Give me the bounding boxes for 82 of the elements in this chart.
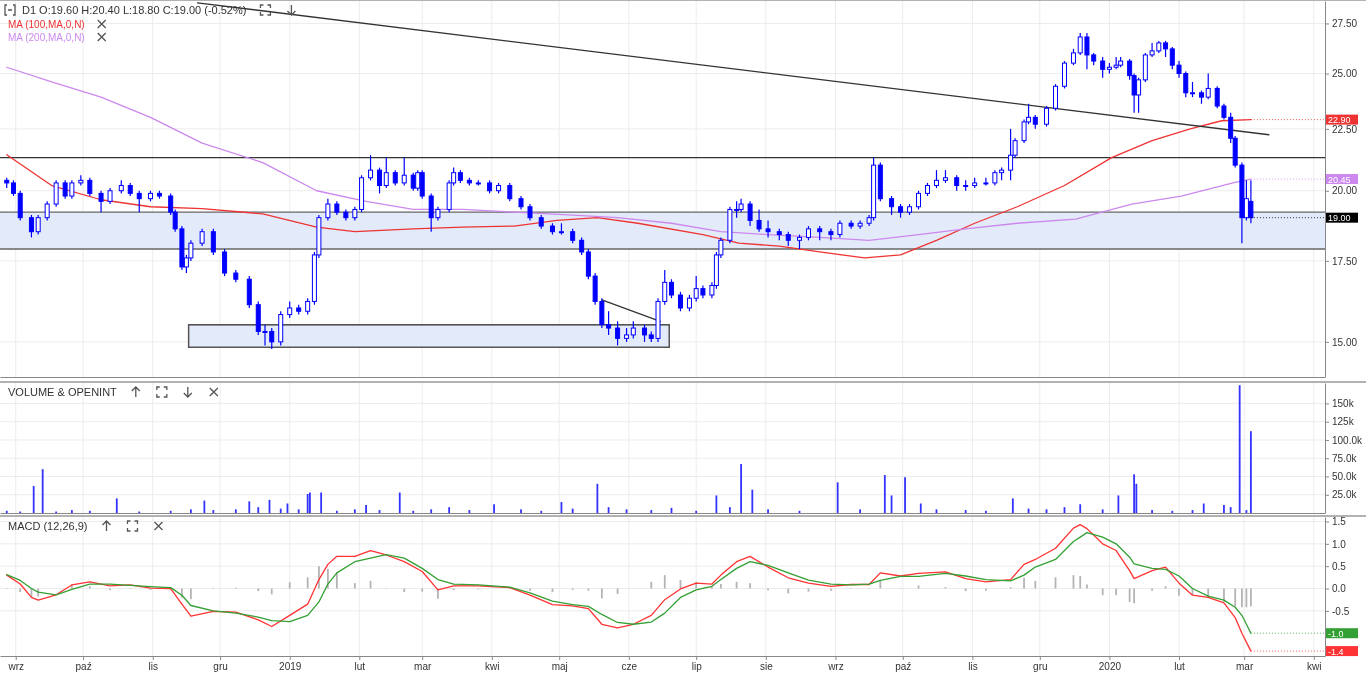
x-tick-label: sie xyxy=(759,661,774,673)
candlestick xyxy=(1061,60,1067,90)
y-tick-label: 17.50 xyxy=(1332,255,1358,267)
chart-title: VOLUME & OPENINT xyxy=(8,386,118,398)
x-tick-label: mar xyxy=(414,661,432,673)
candlestick xyxy=(401,157,407,187)
x-tick-label: kwi xyxy=(485,661,500,673)
candlestick xyxy=(747,200,753,227)
candlestick xyxy=(756,208,762,233)
candlestick xyxy=(325,198,331,222)
x-tick-label: mar xyxy=(1236,661,1254,673)
candlestick xyxy=(98,190,104,213)
y-tick-label: 50.0k xyxy=(1332,471,1358,483)
x-tick-label: lip xyxy=(691,661,703,673)
y-tick-label: 15.00 xyxy=(1332,336,1358,348)
y-tick-label: 0.0 xyxy=(1332,583,1347,595)
annotation: 19.00 xyxy=(1328,213,1351,224)
x-tick-label: 2020 xyxy=(1098,661,1122,673)
x-tick-label: 2019 xyxy=(279,661,302,673)
y-tick-label: 150k xyxy=(1332,398,1355,410)
candlestick xyxy=(35,214,41,236)
y-tick-label: 0.5 xyxy=(1332,560,1347,572)
candlestick xyxy=(889,195,895,216)
candlestick xyxy=(848,219,854,230)
candlestick xyxy=(615,320,621,346)
candlestick xyxy=(53,179,59,208)
x-tick-label: lis xyxy=(148,661,158,673)
x-tick-label: paź xyxy=(75,661,92,673)
x-tick-label: wrz xyxy=(827,661,844,673)
candlestick xyxy=(677,291,683,312)
candlestick xyxy=(87,177,93,197)
x-tick-label: wrz xyxy=(7,661,24,673)
x-tick-label: kwi xyxy=(1307,661,1322,673)
candlestick xyxy=(507,182,513,202)
x-tick-label: lis xyxy=(968,661,978,673)
candlestick xyxy=(222,248,228,277)
y-tick-label: 100.0k xyxy=(1332,434,1364,446)
y-tick-label: 75.0k xyxy=(1332,452,1358,464)
candlestick xyxy=(1248,179,1254,224)
x-tick-label: lut xyxy=(1174,661,1186,673)
candlestick xyxy=(1008,128,1014,181)
annotation: -1.0 xyxy=(1328,628,1344,639)
x-tick-label: paź xyxy=(895,661,912,673)
candlestick xyxy=(1100,56,1106,79)
x-tick-label: gru xyxy=(1033,661,1048,673)
candlestick xyxy=(419,169,425,200)
y-tick-label: 20.00 xyxy=(1332,185,1358,197)
y-tick-label: 25.0k xyxy=(1332,489,1358,501)
annotation: -1.4 xyxy=(1328,646,1344,657)
candlestick xyxy=(210,228,216,256)
text: MA (200,MA,0,N) xyxy=(8,32,85,43)
annotation: 22.90 xyxy=(1328,115,1351,126)
y-tick-label: 1.5 xyxy=(1332,516,1347,528)
chart-title: MACD (12,26,9) xyxy=(8,520,88,532)
x-tick-label: maj xyxy=(551,661,568,673)
y-tick-label: 125k xyxy=(1332,416,1355,428)
candlestick xyxy=(828,228,834,241)
y-tick-label: 25.00 xyxy=(1332,68,1358,80)
candlestick xyxy=(857,219,863,230)
candlestick xyxy=(983,177,989,187)
candlestick xyxy=(383,157,389,189)
candlestick xyxy=(1044,105,1050,128)
x-tick-label: lut xyxy=(354,661,366,673)
x-tick-label: gru xyxy=(213,661,228,673)
annotation: 20.45 xyxy=(1328,174,1351,185)
candlestick xyxy=(668,278,674,299)
y-tick-label: 22.50 xyxy=(1332,123,1358,135)
text: MA (100,MA,0,N) xyxy=(8,19,85,30)
chart-title: D1 O:19.60 H:20.40 L:18.80 C:19.00 (-0.52%) xyxy=(22,4,247,16)
candlestick xyxy=(368,154,374,181)
candlestick xyxy=(136,190,142,213)
candlestick xyxy=(1053,83,1059,112)
candlestick xyxy=(765,219,771,239)
candlestick xyxy=(1205,72,1211,100)
y-tick-label: 1.0 xyxy=(1332,538,1347,550)
candlestick xyxy=(916,190,922,211)
candlestick xyxy=(44,200,50,222)
x-tick-label: cze xyxy=(621,661,638,673)
y-tick-label: 27.50 xyxy=(1332,18,1358,30)
y-tick-label: -0.5 xyxy=(1332,605,1350,617)
candlestick xyxy=(28,214,34,239)
candlestick xyxy=(377,167,383,194)
